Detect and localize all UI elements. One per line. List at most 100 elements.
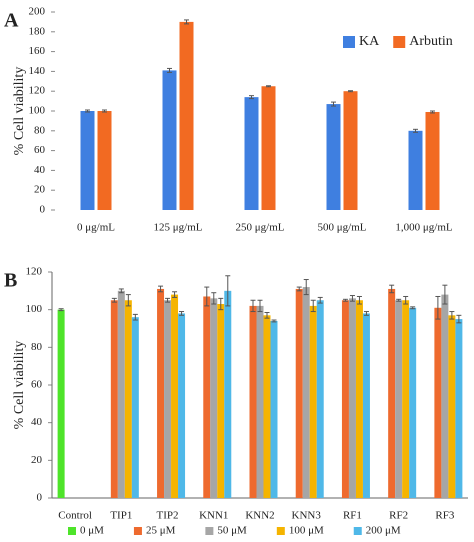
y-tick-label: 140 <box>29 65 46 77</box>
panel-label: B <box>4 270 17 292</box>
error-bar <box>58 308 64 312</box>
legend-label: 0 μM <box>80 525 104 537</box>
error-bar <box>449 311 455 320</box>
bar <box>441 294 449 498</box>
error-bar <box>271 319 277 323</box>
y-axis-label: % Cell viability <box>12 67 27 156</box>
legend-swatch <box>343 36 355 48</box>
y-tick-label: 120 <box>26 266 43 278</box>
error-bar <box>204 286 210 307</box>
legend-swatch <box>276 527 285 535</box>
error-bar <box>111 297 117 303</box>
x-tick-label: 250 μg/mL <box>236 222 285 234</box>
error-bar <box>218 297 224 311</box>
bar <box>261 86 276 210</box>
bar <box>57 309 65 498</box>
error-bar <box>85 109 90 113</box>
bar <box>341 300 349 498</box>
error-bar <box>456 314 462 324</box>
y-tick-label: 200 <box>29 6 46 18</box>
x-tick-label: TIP2 <box>157 510 179 522</box>
error-bar <box>266 85 271 88</box>
error-bar <box>249 95 254 100</box>
bar <box>302 287 310 498</box>
bar <box>408 130 423 210</box>
bar <box>97 111 112 210</box>
legend-label: 25 μM <box>146 525 176 537</box>
bar <box>362 313 370 498</box>
error-bar <box>430 110 435 114</box>
x-tick-label: KNN2 <box>245 510 274 522</box>
bar <box>110 300 118 498</box>
x-tick-label: KNN3 <box>292 510 322 522</box>
bar <box>395 300 403 498</box>
error-bar <box>389 284 395 294</box>
legend-swatch <box>68 527 76 535</box>
y-tick-label: 20 <box>34 184 46 196</box>
bar <box>157 288 165 498</box>
bar <box>224 290 232 498</box>
x-tick-label: RF3 <box>435 510 454 522</box>
error-bar <box>413 128 418 133</box>
bar <box>434 307 442 498</box>
error-bar <box>310 299 316 313</box>
bar <box>178 313 186 498</box>
y-tick-label: 40 <box>34 164 46 176</box>
error-bar <box>118 288 124 294</box>
y-tick-label: 100 <box>26 303 43 315</box>
bar <box>448 315 456 498</box>
error-bar <box>184 19 189 25</box>
bar <box>309 305 317 498</box>
x-tick-label: 1,000 μg/mL <box>395 222 453 234</box>
y-axis-label: % Cell viability <box>12 341 27 430</box>
bar <box>244 97 259 210</box>
y-tick-label: 160 <box>29 45 46 57</box>
error-bar <box>356 295 362 305</box>
legend-label: 200 μM <box>366 525 401 537</box>
legend-label: 100 μM <box>289 525 324 537</box>
bar <box>388 288 396 498</box>
panel-label: A <box>4 10 19 32</box>
legend-swatch <box>393 36 406 48</box>
bar <box>80 111 95 210</box>
x-tick-label: RF2 <box>389 510 408 522</box>
x-tick-label: 0 μg/mL <box>77 222 115 234</box>
legend-swatch <box>133 527 142 535</box>
x-tick-label: TIP1 <box>110 510 132 522</box>
bar <box>164 300 172 498</box>
error-bar <box>125 294 131 307</box>
y-tick-label: 80 <box>31 341 43 353</box>
y-tick-label: 80 <box>34 124 46 136</box>
x-tick-label: RF1 <box>343 510 362 522</box>
bar <box>455 319 463 498</box>
legend-swatch <box>205 527 214 535</box>
error-bar <box>264 311 270 319</box>
y-tick-label: 20 <box>31 454 43 466</box>
error-bar <box>179 311 185 316</box>
error-bar <box>211 292 217 305</box>
legend-swatch <box>353 527 362 535</box>
bar <box>326 104 341 210</box>
bar <box>203 296 211 498</box>
legend-label: KA <box>359 34 380 49</box>
error-bar <box>165 297 171 303</box>
bar <box>295 288 303 498</box>
y-tick-label: 0 <box>37 492 43 504</box>
y-tick-label: 120 <box>29 85 46 97</box>
bar <box>249 305 257 498</box>
bar <box>425 111 440 210</box>
error-bar <box>342 298 348 302</box>
error-bar <box>349 295 355 302</box>
bar <box>402 300 410 498</box>
error-bar <box>172 291 178 298</box>
bar <box>217 304 225 498</box>
error-bar <box>102 109 107 113</box>
bar <box>355 300 363 498</box>
bar <box>162 70 177 210</box>
error-bar <box>317 296 323 304</box>
error-bar <box>410 306 416 310</box>
error-bar <box>303 279 309 296</box>
error-bar <box>167 67 172 73</box>
y-tick-label: 60 <box>34 144 46 156</box>
